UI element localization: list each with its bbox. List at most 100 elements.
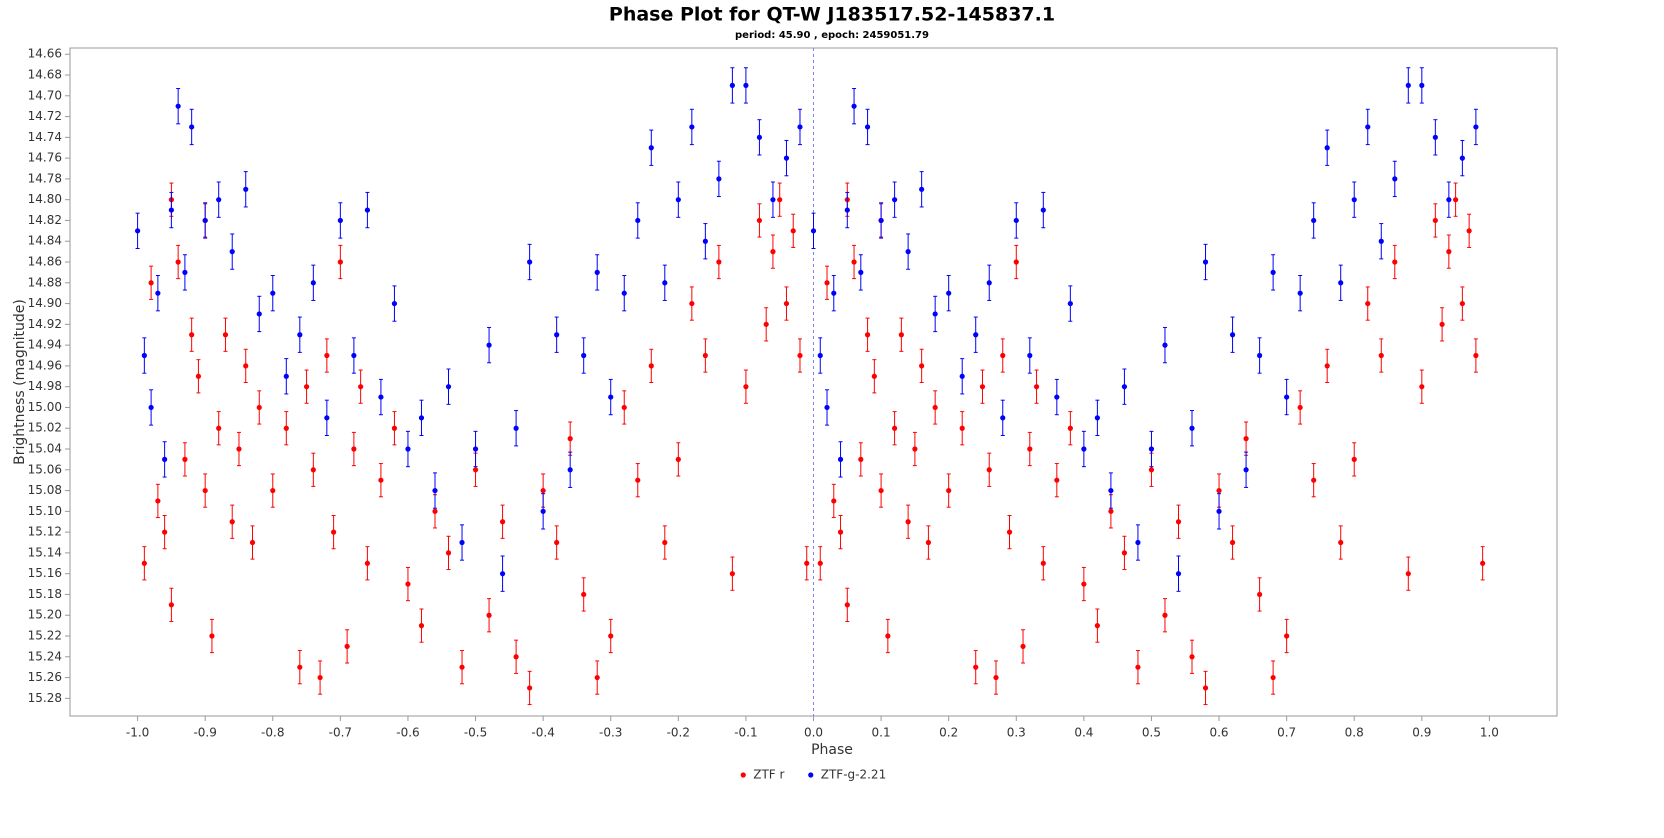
data-point xyxy=(919,363,925,369)
data-point xyxy=(1351,456,1357,462)
x-tick-label: 0.1 xyxy=(872,726,891,740)
data-point xyxy=(209,633,215,639)
data-point xyxy=(527,259,533,265)
data-point xyxy=(804,560,810,566)
y-tick-label: 14.82 xyxy=(28,213,62,227)
data-point xyxy=(1067,300,1073,307)
data-point xyxy=(567,467,573,473)
data-point xyxy=(1162,612,1168,618)
data-point xyxy=(986,280,992,286)
data-point xyxy=(499,519,506,525)
data-point xyxy=(337,259,343,265)
data-point xyxy=(878,487,884,494)
data-point xyxy=(1270,674,1276,681)
data-point xyxy=(1392,176,1398,182)
data-point xyxy=(418,415,425,421)
data-point xyxy=(1284,394,1290,400)
data-point xyxy=(783,300,790,307)
data-point xyxy=(993,674,999,681)
x-tick-label: -0.7 xyxy=(329,726,352,740)
data-point xyxy=(1081,581,1087,587)
data-point xyxy=(236,446,242,452)
data-point xyxy=(892,425,898,431)
data-point xyxy=(621,404,627,411)
data-point xyxy=(1297,290,1303,296)
data-point xyxy=(1175,571,1182,577)
data-point xyxy=(581,591,587,598)
data-point xyxy=(919,186,925,192)
data-point xyxy=(445,384,452,390)
data-point xyxy=(1094,415,1100,421)
x-tick-label: 0.7 xyxy=(1277,726,1296,740)
x-tick-label: -0.6 xyxy=(396,726,419,740)
data-point xyxy=(337,217,343,224)
y-tick-label: 15.16 xyxy=(28,566,62,580)
y-tick-label: 15.20 xyxy=(28,608,62,622)
data-point xyxy=(648,145,654,151)
data-point xyxy=(763,321,769,327)
x-tick-label: 0.4 xyxy=(1074,726,1093,740)
data-point xyxy=(864,332,871,338)
data-point xyxy=(527,685,533,691)
data-point xyxy=(283,373,289,379)
data-point xyxy=(1257,352,1263,359)
data-point xyxy=(148,404,154,411)
data-point xyxy=(331,529,337,535)
data-point xyxy=(946,290,952,296)
data-point xyxy=(594,674,600,681)
data-point xyxy=(756,217,763,224)
data-point xyxy=(1148,446,1155,452)
data-point xyxy=(1013,259,1019,265)
data-point xyxy=(898,332,904,338)
y-tick-label: 14.80 xyxy=(28,192,62,206)
data-point xyxy=(837,529,844,535)
data-point xyxy=(729,571,735,577)
data-point xyxy=(1054,477,1060,483)
data-point xyxy=(1453,197,1459,203)
data-point xyxy=(770,249,776,255)
data-point xyxy=(824,404,830,411)
data-point xyxy=(871,373,877,379)
data-point xyxy=(729,82,735,88)
y-tick-label: 15.26 xyxy=(28,670,62,684)
y-tick-label: 14.92 xyxy=(28,317,62,331)
data-point xyxy=(1000,415,1006,421)
y-tick-label: 14.88 xyxy=(28,275,62,289)
data-point xyxy=(912,446,918,452)
data-point xyxy=(1081,446,1087,452)
data-point xyxy=(1405,571,1411,577)
data-point xyxy=(1202,259,1209,265)
data-point xyxy=(1040,560,1046,566)
data-point xyxy=(1419,82,1425,88)
data-point xyxy=(168,207,174,213)
y-tick-label: 14.86 xyxy=(28,255,62,269)
data-point xyxy=(155,290,161,296)
data-point xyxy=(1189,425,1195,431)
data-point xyxy=(472,446,479,452)
data-point xyxy=(378,477,384,483)
data-point xyxy=(608,633,614,639)
data-point xyxy=(1162,342,1168,348)
data-point xyxy=(1067,425,1073,431)
data-point xyxy=(324,352,330,359)
data-point xyxy=(141,560,147,566)
data-point xyxy=(222,332,229,338)
data-point xyxy=(1229,332,1236,338)
data-point xyxy=(405,581,411,587)
legend-label: ZTF r xyxy=(753,768,784,782)
data-point xyxy=(243,363,249,369)
data-point xyxy=(1473,124,1479,130)
data-point xyxy=(648,363,654,369)
data-point xyxy=(702,352,708,359)
data-point xyxy=(1432,134,1438,140)
data-point xyxy=(364,560,370,566)
data-point xyxy=(1243,467,1249,473)
data-point xyxy=(675,456,681,462)
data-point xyxy=(756,134,763,140)
data-point xyxy=(858,269,864,275)
data-point xyxy=(324,415,330,421)
data-point xyxy=(1324,145,1330,151)
data-point xyxy=(905,249,911,255)
data-point xyxy=(554,539,560,546)
data-point xyxy=(1338,539,1344,546)
